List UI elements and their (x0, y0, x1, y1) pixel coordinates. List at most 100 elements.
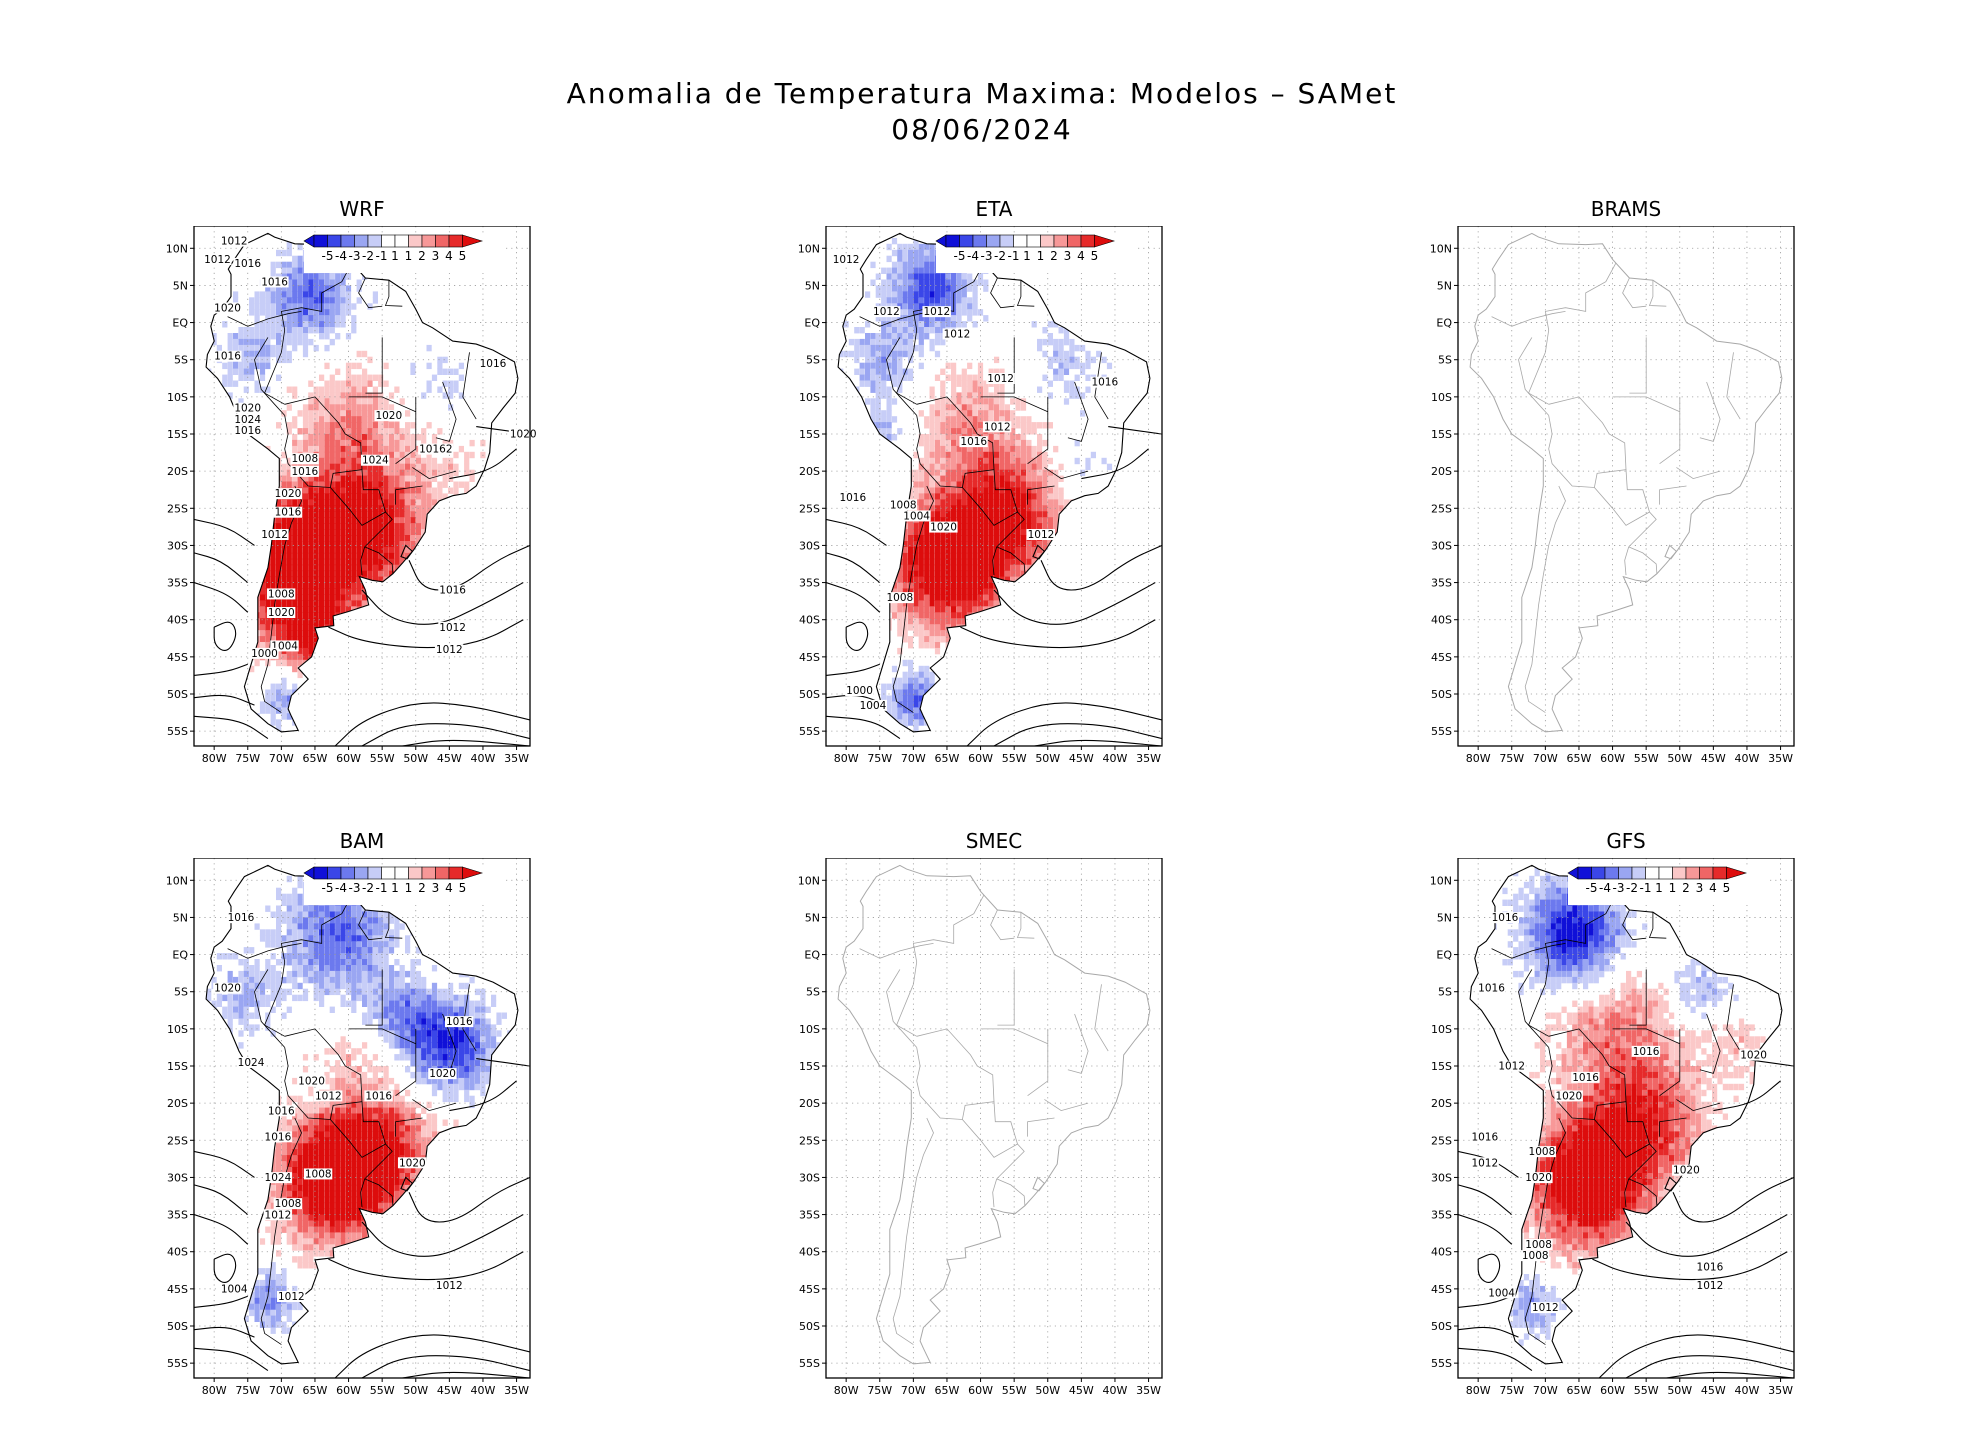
colorbar-tick-label: -3 (349, 249, 361, 263)
map-bam: 1016 1020 1016 1020 1024 1020 1012 1016 1016 1016… (166, 858, 531, 1397)
lat-tick-label: 35S (167, 1209, 188, 1222)
colorbar-tick-label: 3 (432, 881, 440, 895)
colorbar-swatch (421, 866, 436, 880)
contour-label-bg (226, 912, 255, 924)
contour-label-bg (942, 328, 971, 340)
colorbar-swatch (421, 234, 436, 248)
contour-label: 1008 (890, 499, 917, 511)
lat-tick-label: 50S (167, 1320, 188, 1333)
lon-tick-label: 40W (471, 1384, 496, 1397)
contour-label-bg (428, 1068, 457, 1080)
lat-tick-label: 20S (167, 465, 188, 478)
lon-tick-label: 50W (1667, 752, 1692, 765)
colorbar-tick-label: 2 (418, 881, 426, 895)
lat-tick-label: 35S (1431, 1209, 1452, 1222)
lon-tick-label: 75W (867, 752, 892, 765)
colorbar-swatch (327, 866, 342, 880)
lon-tick-label: 35W (1768, 1384, 1793, 1397)
contour-label-bg (902, 510, 931, 522)
colorbar-tick-label: 1 (1037, 249, 1045, 263)
contour-label: 1016 (1091, 377, 1118, 389)
contour-label-bg (929, 521, 958, 533)
colorbar-swatch (394, 234, 409, 248)
colorbar-swatch (1672, 866, 1687, 880)
lat-tick-label: 35S (1431, 577, 1452, 590)
lat-tick-label: 50S (799, 1320, 820, 1333)
lat-tick-label: 45S (799, 1283, 820, 1296)
colorbar-swatch (986, 234, 1001, 248)
lat-tick-label: 55S (167, 725, 188, 738)
contour-label: 1020 (298, 1076, 325, 1088)
political-borders (1491, 262, 1741, 713)
lat-tick-label: 50S (167, 688, 188, 701)
contour-label: 1020 (930, 522, 957, 534)
lat-tick-label: 35S (799, 577, 820, 590)
lon-tick-label: 45W (437, 1384, 462, 1397)
map-frame (825, 858, 1163, 1379)
contour-label-bg (263, 1209, 292, 1221)
contour-label-bg (1527, 1146, 1556, 1158)
contour-label: 1020 (214, 983, 241, 995)
contour-label: 1012 (439, 622, 466, 634)
lat-tick-label: 20S (799, 1097, 820, 1110)
contour-label: 1012 (436, 1280, 463, 1292)
lon-tick-label: 55W (370, 752, 395, 765)
contour-label: 1016 (234, 258, 261, 270)
colorbar-arrow-high (462, 866, 484, 880)
contour-label-bg (213, 982, 242, 994)
axis-labels: 10N 5N EQ 5S 10S 15S 20S 25S 30S 35S 40S 45S 50S 55S 8… (1430, 874, 1793, 1397)
contour-label-bg (959, 436, 988, 448)
colorbar-swatch (327, 234, 342, 248)
lat-tick-label: 35S (799, 1209, 820, 1222)
lon-tick-label: 40W (471, 752, 496, 765)
contour-label-bg (1470, 1131, 1499, 1143)
lon-tick-label: 45W (1069, 1384, 1094, 1397)
lat-tick-label: 15S (799, 428, 820, 441)
lat-tick-label: 25S (1431, 502, 1452, 515)
contour-label-bg (219, 1283, 249, 1295)
colorbar-tick-label: 1 (1023, 249, 1031, 263)
contour-label: 1012 (204, 254, 231, 266)
colorbar-arrow-high (1094, 234, 1116, 248)
contour-label-bg (1530, 1302, 1560, 1314)
lon-tick-label: 80W (1466, 1384, 1491, 1397)
colorbar-tick-label: 5 (1723, 881, 1731, 895)
lon-tick-label: 50W (403, 752, 428, 765)
colorbar-tick-label: -4 (335, 881, 347, 895)
figure-date: 08/06/2024 (891, 113, 1073, 146)
lat-tick-label: 40S (1431, 614, 1452, 627)
contour-label: 1008 (886, 592, 913, 604)
contour-label-bg (982, 421, 1012, 433)
contour-label-bg (361, 454, 390, 466)
lat-tick-label: 40S (167, 614, 188, 627)
contour-label: 1008 (1522, 1250, 1549, 1262)
contour-labels: 1016 1020 1016 1020 1024 1020 1012 1016 1016 1016… (213, 912, 474, 1303)
colorbar-tick-label: 4 (445, 881, 453, 895)
lat-tick-label: 10N (166, 874, 188, 887)
lat-tick-label: 30S (1431, 1171, 1452, 1184)
contour-label-bg (1695, 1279, 1724, 1291)
lat-tick-label: 15S (167, 428, 188, 441)
contour-label: 1012 (265, 1209, 292, 1221)
colorbar-tick-label: 4 (445, 249, 453, 263)
lat-tick-label: EQ (1436, 317, 1452, 330)
lon-tick-label: 80W (202, 752, 227, 765)
contour-label-bg (1739, 1049, 1768, 1061)
lat-tick-label: 5N (1437, 279, 1452, 292)
lon-tick-label: 80W (834, 752, 859, 765)
map-smec: 10N 5N EQ 5S 10S 15S 20S 25S 30S 35S 40S 45S 50S 55S 8… (798, 858, 1163, 1397)
panel-wrf: WRF 1012 1012 1016 1016 1020 1016 1016 1020 1024… (128, 196, 548, 786)
panel-title-brams: BRAMS (1590, 197, 1662, 221)
contour-label-bg (263, 1172, 292, 1184)
contour-label-bg (260, 276, 289, 288)
colorbar-arrow-high (462, 234, 484, 248)
contour-label: 1016 (1572, 1072, 1599, 1084)
colorbar-swatch (448, 234, 463, 248)
contour-label-bg (273, 1198, 303, 1210)
contour-label: 1012 (278, 1291, 305, 1303)
colorbar-swatch (313, 866, 328, 880)
axis-labels: 10N 5N EQ 5S 10S 15S 20S 25S 30S 35S 40S 45S 50S 55S 8… (798, 242, 1161, 765)
lon-tick-label: 60W (336, 752, 361, 765)
lat-tick-label: EQ (172, 949, 188, 962)
lat-tick-label: 30S (167, 539, 188, 552)
